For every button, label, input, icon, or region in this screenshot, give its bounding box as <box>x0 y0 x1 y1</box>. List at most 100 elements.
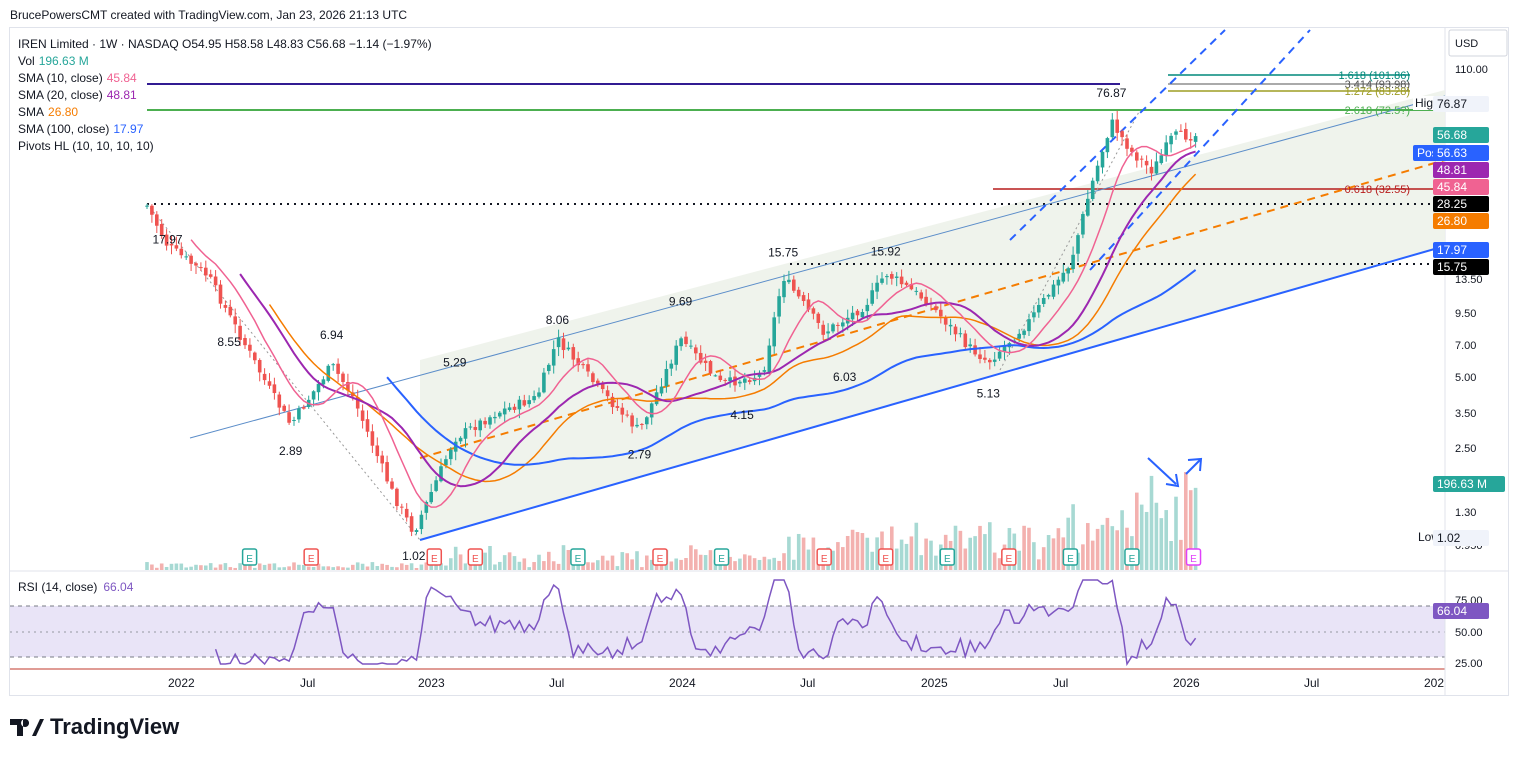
candle-body <box>1110 119 1115 138</box>
volume-bar <box>150 564 154 570</box>
candle-body <box>184 256 188 258</box>
volume-bar <box>272 563 277 570</box>
candle-body <box>743 378 747 383</box>
volume-bar <box>1184 472 1188 570</box>
rsi-legend[interactable]: RSI (14, close) 66.04 <box>18 580 133 594</box>
vol-value: 196.63 M <box>38 54 89 68</box>
pivot-label: 8.06 <box>546 313 570 327</box>
earnings-marker-icon[interactable] <box>467 548 484 566</box>
currency-box[interactable] <box>1448 29 1508 57</box>
volume-bar <box>1022 525 1026 570</box>
candle-body <box>1149 166 1154 174</box>
volume-bar <box>512 556 517 570</box>
volume-bar <box>439 563 443 570</box>
sma20-label: SMA (20, close) <box>18 88 103 102</box>
candle-body <box>684 336 688 345</box>
volume-bar <box>1037 559 1041 570</box>
candle-body <box>404 508 409 518</box>
legend-pivots-row[interactable]: Pivots HL (10, 10, 10, 10) <box>18 138 432 155</box>
candle-body <box>1081 214 1085 235</box>
volume-bar <box>767 559 772 570</box>
candle-body <box>649 403 654 418</box>
volume-bar <box>934 555 938 570</box>
volume-bar <box>782 553 786 570</box>
candle-body <box>772 317 776 347</box>
candle-body <box>919 292 923 299</box>
volume-bar <box>1086 523 1090 570</box>
candle-body <box>1193 136 1198 142</box>
volume-bar <box>1095 528 1100 570</box>
volume-bar <box>630 559 634 570</box>
chart-attribution: BrucePowersCMT created with TradingView.… <box>10 8 408 22</box>
legend-sma20-row[interactable]: SMA (20, close) 48.81 <box>18 87 432 104</box>
candle-body <box>360 410 365 421</box>
volume-bar <box>1135 492 1139 570</box>
fib-0618-label: 0.618 (32.55) <box>1345 184 1410 196</box>
volume-bar <box>635 551 639 570</box>
candle-body <box>664 368 669 387</box>
candle-body <box>1120 131 1124 138</box>
volume-bar <box>213 567 218 570</box>
legend-sma10-row[interactable]: SMA (10, close) 45.84 <box>18 70 432 87</box>
candle-body <box>708 361 713 374</box>
pivot-label: 4.15 <box>730 408 754 422</box>
earnings-marker-icon[interactable] <box>877 548 894 566</box>
candle-body <box>444 459 448 466</box>
earnings-marker-letter: E <box>821 554 828 565</box>
earnings-marker-icon[interactable] <box>241 548 258 566</box>
volume-bar <box>434 564 438 570</box>
legend-vol-row[interactable]: Vol 196.63 M <box>18 53 432 70</box>
earnings-marker-icon[interactable] <box>816 548 832 566</box>
earnings-marker-icon[interactable] <box>426 548 443 566</box>
volume-bar <box>341 567 345 570</box>
earnings-marker-icon[interactable] <box>303 548 319 566</box>
tradingview-logo[interactable]: TradingView <box>10 714 179 740</box>
channel-upper-line <box>189 95 1446 439</box>
legend-sma26-row[interactable]: SMA 26.80 <box>18 104 432 121</box>
sma26-label: SMA <box>18 105 45 119</box>
sma26-value: 26.80 <box>48 105 79 119</box>
earnings-marker-icon[interactable] <box>1185 548 1202 566</box>
sma100-label: SMA (100, close) <box>18 122 110 136</box>
symbol-title[interactable]: IREN Limited · 1W · NASDAQ <box>18 37 179 51</box>
volume-bar <box>248 562 252 570</box>
candle-body <box>674 345 678 365</box>
volume-bar <box>360 563 365 570</box>
earnings-marker-icon[interactable] <box>652 548 668 566</box>
earnings-marker-icon[interactable] <box>713 548 730 566</box>
tag-low: 1.02 <box>1433 530 1489 546</box>
volume-bar <box>498 561 502 570</box>
candle-body <box>581 364 585 366</box>
volume-bar <box>929 540 933 570</box>
volume-bar <box>698 554 703 570</box>
candle-body <box>826 331 830 334</box>
volume-bar <box>865 537 870 570</box>
axis-currency: USD <box>1455 38 1478 50</box>
tag-rsi: 66.04 <box>1433 603 1489 619</box>
candle-body <box>287 412 291 423</box>
volume-bar <box>238 563 242 570</box>
legend-sma100-row[interactable]: SMA (100, close) 17.97 <box>18 121 432 138</box>
volume-bar <box>488 545 492 570</box>
volume-bar <box>463 563 468 570</box>
candle-body <box>625 414 629 416</box>
volume-bar <box>689 545 693 570</box>
volume-bar <box>1179 539 1183 570</box>
volume-bar <box>444 565 448 570</box>
earnings-marker-icon[interactable] <box>1062 548 1079 566</box>
candle-body <box>532 396 536 401</box>
candle-body <box>1179 130 1183 132</box>
candle-body <box>253 352 257 361</box>
volume-bar <box>453 546 458 570</box>
earnings-marker-icon[interactable] <box>1124 548 1140 566</box>
candle-body <box>1169 135 1173 145</box>
earnings-marker-icon[interactable] <box>1001 548 1017 566</box>
earnings-marker-icon[interactable] <box>570 548 586 566</box>
volume-bar <box>1120 510 1124 570</box>
tick-110: 110.00 <box>1455 64 1488 76</box>
volume-bar <box>537 554 541 570</box>
candle-body <box>331 364 335 366</box>
earnings-marker-icon[interactable] <box>939 548 956 566</box>
candle-body <box>757 373 762 377</box>
